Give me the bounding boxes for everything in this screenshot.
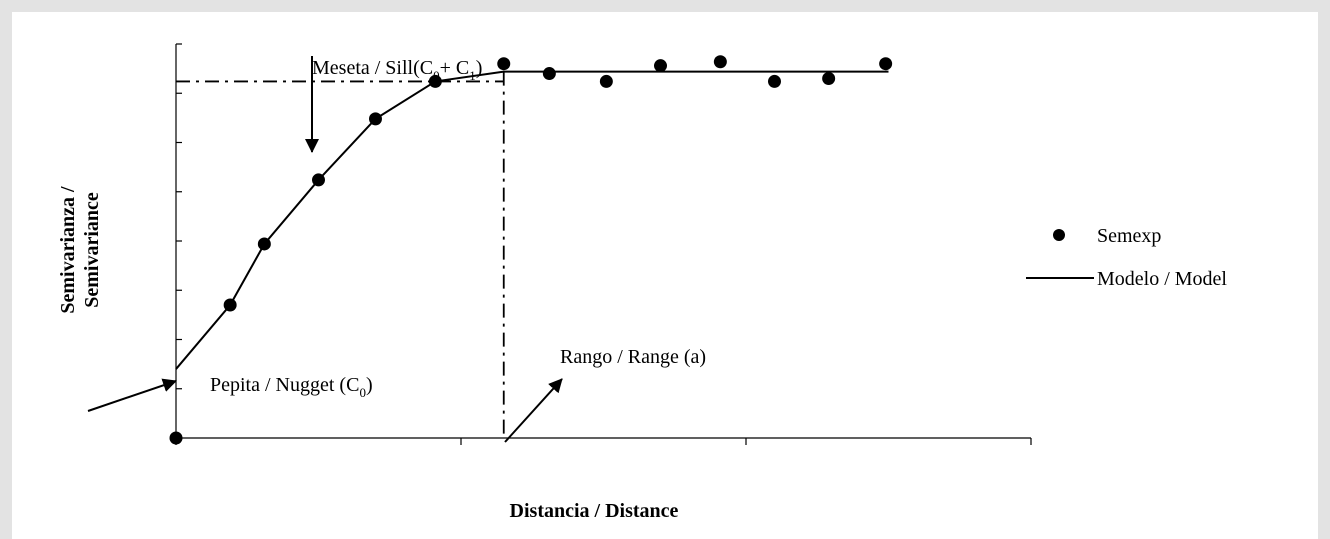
model-layer <box>175 70 889 370</box>
nugget-label: Pepita / Nugget (C0) <box>210 374 373 400</box>
semexp-point-7 <box>542 67 556 81</box>
semexp-point-11 <box>768 74 781 88</box>
model-line <box>175 70 889 370</box>
semexp-point-9 <box>654 59 667 73</box>
points-layer <box>169 55 893 445</box>
x-axis-title: Distancia / Distance <box>510 500 679 522</box>
semexp-point-6 <box>497 57 511 71</box>
semexp-point-3 <box>312 173 325 187</box>
semivariogram-chart: Meseta / Sill(C0+ C1) Pepita / Nugget (C… <box>57 43 1227 522</box>
semexp-point-2 <box>257 237 271 251</box>
chart-frame: Meseta / Sill(C0+ C1) Pepita / Nugget (C… <box>12 12 1318 539</box>
semexp-point-10 <box>713 55 727 69</box>
semexp-point-5 <box>428 74 442 88</box>
sill-label: Meseta / Sill(C0+ C1) <box>312 57 482 83</box>
legend: Semexp Modelo / Model <box>1026 225 1227 290</box>
range-arrow <box>504 378 563 443</box>
legend-marker-semexp <box>1053 229 1065 241</box>
range-label: Rango / Range (a) <box>560 346 706 368</box>
semexp-point-4 <box>369 112 382 126</box>
range-annotation: Rango / Range (a) <box>504 346 706 443</box>
sill-annotation: Meseta / Sill(C0+ C1) <box>305 56 482 153</box>
semexp-point-13 <box>879 57 893 71</box>
semexp-point-1 <box>223 298 237 312</box>
nugget-annotation: Pepita / Nugget (C0) <box>87 374 373 412</box>
reference-lines <box>176 71 505 438</box>
semexp-point-12 <box>822 71 836 85</box>
nugget-arrow <box>87 378 177 412</box>
semexp-point-0 <box>169 431 183 445</box>
y-axis-title-line2: Semivariance <box>81 192 103 308</box>
y-axis-title-line1: Semivarianza / <box>57 186 79 314</box>
semexp-point-8 <box>599 74 613 88</box>
y-axis-title: Semivarianza / Semivariance <box>57 186 103 314</box>
legend-label-model: Modelo / Model <box>1097 268 1227 290</box>
legend-label-semexp: Semexp <box>1097 225 1161 247</box>
